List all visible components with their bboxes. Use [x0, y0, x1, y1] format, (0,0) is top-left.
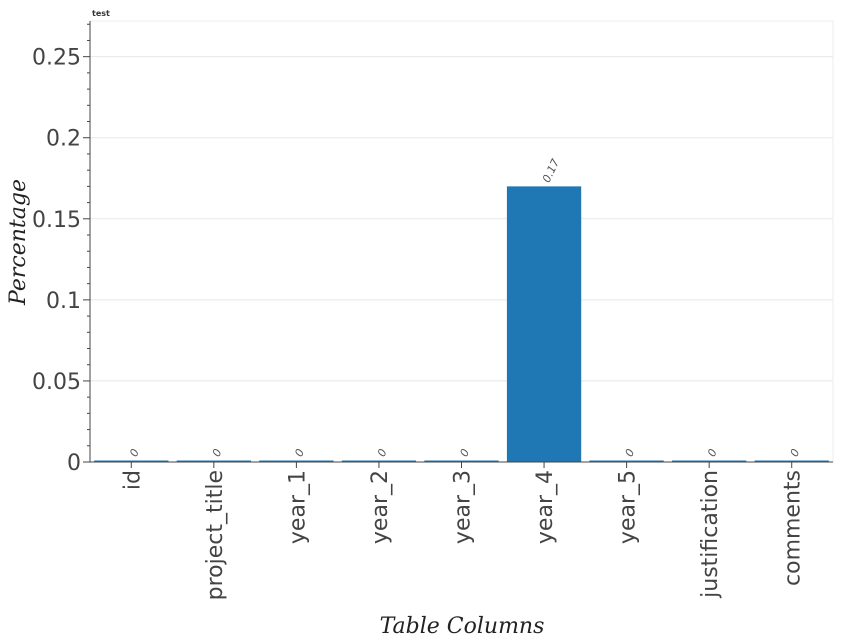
- y-tick-label: 0.15: [32, 208, 81, 233]
- bar: [424, 460, 499, 462]
- bar: [754, 460, 829, 462]
- bar: [259, 460, 334, 462]
- x-tick-label: id: [120, 470, 145, 490]
- y-tick-label: 0: [67, 451, 81, 476]
- y-tick-label: 0.2: [46, 127, 81, 152]
- x-axis-title: Table Columns: [380, 614, 545, 639]
- x-tick-label: year_5: [616, 470, 641, 544]
- y-axis: 0 0.05 0.1 0.15 0.2 0.25: [32, 21, 91, 476]
- x-tick-label: year_1: [285, 470, 310, 544]
- bar-series: [94, 186, 829, 462]
- data-label: 0: [788, 447, 803, 459]
- chart-title: test: [92, 9, 110, 18]
- data-labels: 0 0 0 0 0 0.17 0 0 0: [127, 157, 802, 459]
- data-label: 0.17: [540, 157, 562, 185]
- x-tick-label: comments: [781, 470, 806, 586]
- y-tick-label: 0.05: [32, 370, 81, 395]
- x-tick-label: project_title: [203, 470, 228, 600]
- y-axis-title: Percentage: [6, 179, 31, 306]
- x-axis: id project_title year_1 year_2 year_3 year_4 y…: [90, 461, 833, 600]
- bar: [176, 460, 251, 462]
- y-tick-label: 0.1: [46, 289, 81, 314]
- data-label: 0: [375, 447, 390, 459]
- x-tick-label: justification: [698, 470, 723, 599]
- data-label: 0: [292, 447, 307, 459]
- x-tick-label: year_2: [368, 470, 393, 544]
- data-label: 0: [457, 447, 472, 459]
- gridlines: [90, 56, 833, 463]
- data-label: 0: [705, 447, 720, 459]
- plot-frame: [89, 20, 834, 463]
- bar: [506, 186, 582, 462]
- bar: [589, 460, 664, 462]
- bar: [94, 460, 169, 462]
- x-tick-label: year_4: [533, 470, 558, 544]
- y-tick-label: 0.25: [32, 46, 81, 71]
- data-label: 0: [210, 447, 225, 459]
- bar: [672, 460, 747, 462]
- bar: [341, 460, 417, 462]
- x-tick-label: year_3: [451, 470, 476, 544]
- data-label: 0: [623, 447, 638, 459]
- data-label: 0: [127, 447, 142, 459]
